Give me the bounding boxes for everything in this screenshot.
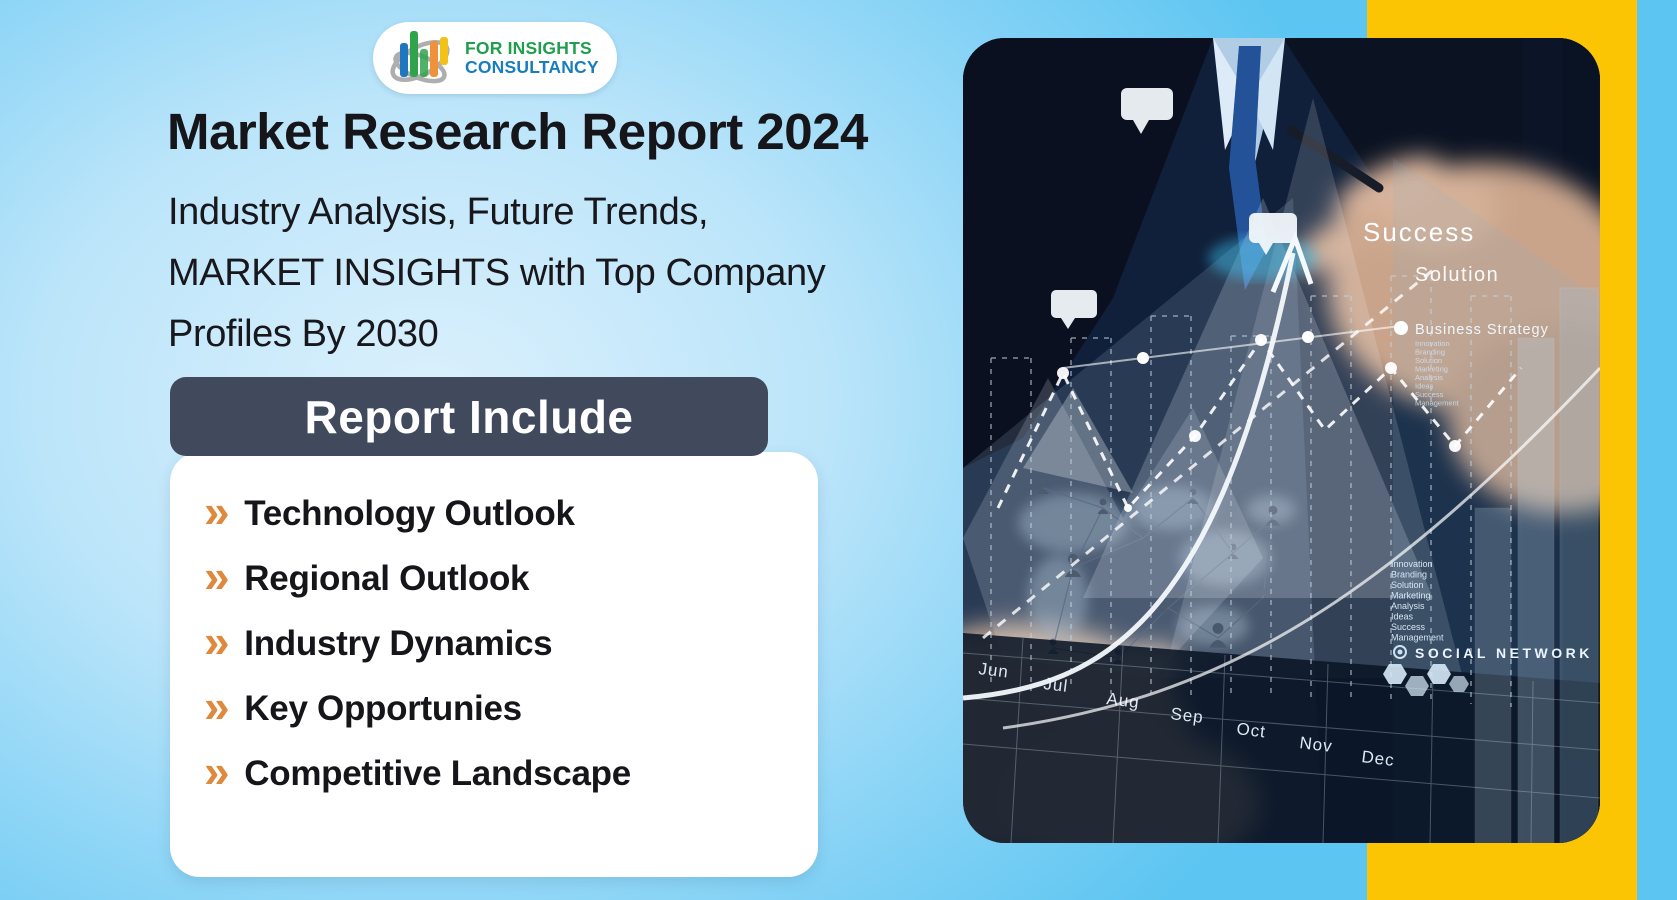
bar-chart-logo-icon (390, 31, 450, 84)
strategy-word: Analysis (1415, 373, 1443, 382)
subtitle-line-1: Industry Analysis, Future Trends, (168, 191, 709, 233)
strategy-word: Analysis (1391, 601, 1425, 611)
strategy-word: Innovation (1391, 559, 1433, 569)
double-chevron-icon: » (204, 485, 230, 537)
glass-bar-columns (1474, 287, 1599, 843)
strategy-word: Success (1391, 622, 1426, 632)
month-label: Sep (1170, 704, 1205, 727)
strategy-word: Solution (1415, 356, 1442, 365)
month-label: Oct (1236, 719, 1268, 741)
solution-label: Solution (1415, 264, 1499, 286)
strategy-word-stack-bottom: Innovation Branding Solution Marketing A… (1391, 559, 1444, 643)
hexagon-cluster-icon (1383, 664, 1469, 696)
strategy-word: Branding (1391, 570, 1427, 580)
pen (1286, 125, 1384, 193)
dashed-bar-columns (990, 275, 1512, 707)
list-item: » Regional Outlook (204, 550, 798, 602)
list-item-label: Technology Outlook (244, 494, 575, 533)
strategy-word: Marketing (1415, 365, 1448, 374)
social-network-label: SOCIAL NETWORK (1415, 645, 1593, 661)
dashed-zigzag-line (996, 334, 1523, 512)
list-item: » Industry Dynamics (204, 615, 798, 667)
social-network-label-group: SOCIAL NETWORK (1383, 645, 1593, 696)
month-label: Dec (1361, 747, 1396, 770)
strategy-word: Branding (1415, 348, 1445, 357)
timeline-plane: Jun Jul Aug Sep Oct Nov Dec (963, 633, 1600, 843)
subtitle-line-2: MARKET INSIGHTS with Top Company (168, 252, 826, 294)
list-item-label: Industry Dynamics (244, 624, 553, 663)
double-chevron-icon: » (204, 615, 230, 667)
speech-bubble-icons (1051, 88, 1297, 329)
report-include-card: » Technology Outlook » Regional Outlook … (170, 452, 818, 877)
strategy-word-stack-top: Innovation Branding Solution Marketing A… (1415, 339, 1460, 408)
double-chevron-icon: » (204, 550, 230, 602)
report-include-banner: Report Include (170, 377, 768, 456)
strategy-word: Ideas (1391, 612, 1414, 622)
month-axis-labels: Jun Jul Aug Sep Oct Nov Dec (978, 659, 1396, 770)
list-item-label: Competitive Landscape (244, 754, 631, 793)
list-item-label: Key Opportunies (244, 689, 522, 728)
brand-wordmark: FOR INSIGHTS CONSULTANCY (465, 39, 599, 77)
strategy-connector-line (1062, 325, 1401, 369)
strategy-word: Management (1391, 633, 1444, 643)
double-chevron-icon: » (204, 680, 230, 732)
strategy-word: Marketing (1391, 591, 1431, 601)
photo-illustration: Jun Jul Aug Sep Oct Nov Dec (963, 38, 1600, 843)
strategy-bullet-dot (1394, 321, 1408, 335)
list-item: » Competitive Landscape (204, 745, 798, 797)
hand-holding-pen (1294, 156, 1600, 513)
brand-name-line1: FOR INSIGHTS (465, 38, 592, 58)
strategy-word: Management (1415, 399, 1460, 408)
page-title: Market Research Report 2024 (167, 103, 868, 160)
list-item-label: Regional Outlook (244, 559, 530, 598)
page-subtitle: Industry Analysis, Future Trends, MARKET… (168, 182, 948, 365)
strategy-word: Success (1415, 390, 1444, 399)
report-include-list: » Technology Outlook » Regional Outlook … (204, 485, 798, 797)
business-strategy-photo: Jun Jul Aug Sep Oct Nov Dec (963, 38, 1600, 843)
success-label: Success (1363, 217, 1475, 247)
month-label: Nov (1299, 733, 1334, 756)
strategy-word: Innovation (1415, 339, 1450, 348)
month-label: Jun (978, 659, 1011, 682)
list-item: » Technology Outlook (204, 485, 798, 537)
subtitle-line-3: Profiles By 2030 (168, 313, 439, 355)
world-map (1018, 478, 1296, 664)
brand-logo: FOR INSIGHTS CONSULTANCY (373, 22, 617, 94)
business-strategy-label: Business Strategy (1415, 322, 1549, 338)
strategy-word: Solution (1391, 580, 1424, 590)
list-item: » Key Opportunies (204, 680, 798, 732)
strategy-word: Ideas (1415, 382, 1434, 391)
network-lines (1042, 487, 1274, 659)
brand-name-line2: CONSULTANCY (465, 57, 599, 77)
double-chevron-icon: » (204, 745, 230, 797)
